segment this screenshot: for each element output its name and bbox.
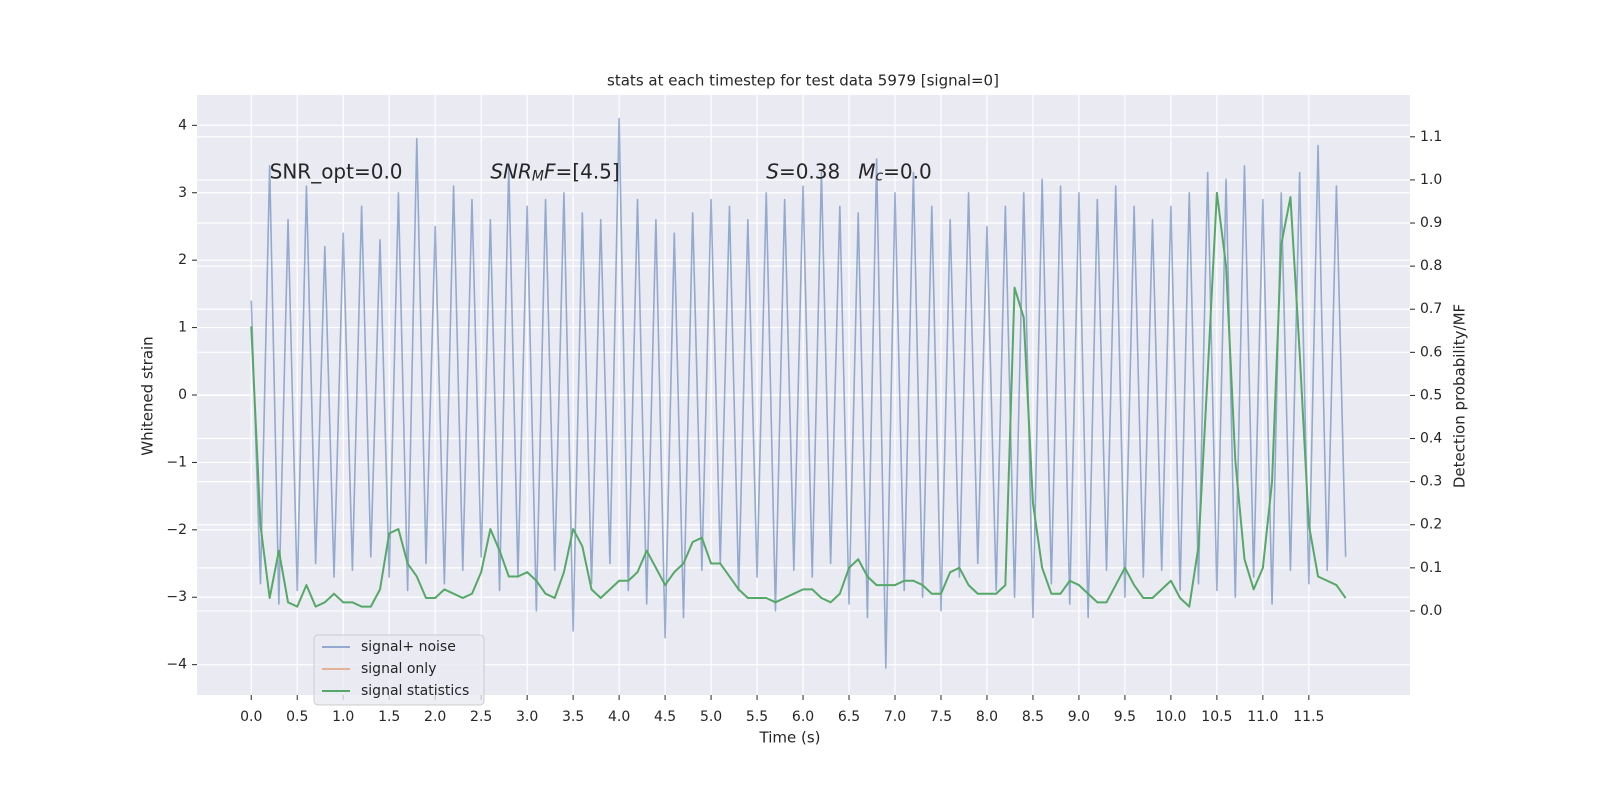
- y-tick-label: 0: [178, 387, 187, 403]
- x-tick-label: 1.5: [378, 709, 400, 725]
- x-tick-label: 1.0: [332, 709, 354, 725]
- annotation: SNRMF=[4.5]: [490, 159, 619, 184]
- x-tick-label: 4.5: [654, 709, 676, 725]
- x-tick-label: 9.0: [1068, 709, 1090, 725]
- y2-tick-label: 0.6: [1420, 344, 1442, 360]
- y-axis-label: Whitened strain: [139, 336, 157, 455]
- x-tick-label: 5.5: [746, 709, 768, 725]
- x-tick-label: 0.5: [286, 709, 308, 725]
- x-tick-label: 6.0: [792, 709, 814, 725]
- y2-tick-label: 1.1: [1420, 129, 1442, 145]
- legend-label: signal only: [361, 661, 436, 677]
- x-tick-label: 11.5: [1293, 709, 1324, 725]
- y2-tick-label: 0.0: [1420, 603, 1442, 619]
- y2-tick-label: 0.3: [1420, 474, 1442, 490]
- chart-title: stats at each timestep for test data 597…: [607, 72, 999, 90]
- annotation-part: M: [858, 159, 875, 183]
- series-line: [250, 191, 1347, 608]
- y2-tick-label: 0.8: [1420, 258, 1442, 274]
- legend-label: signal statistics: [361, 683, 469, 699]
- annotation: SNR_opt=0.0: [270, 159, 403, 183]
- legend: signal+ noise signal only signal statistic…: [313, 634, 485, 706]
- y-tick-label: 3: [178, 185, 187, 201]
- y2-tick-label: 0.1: [1420, 560, 1442, 576]
- y-tick-label: 2: [178, 252, 187, 268]
- annotation-part: F: [544, 159, 556, 183]
- y2-axis-label: Detection probability/MF: [1451, 304, 1469, 488]
- y2-tick-label: 0.2: [1420, 517, 1442, 533]
- x-tick-label: 3.0: [516, 709, 538, 725]
- annotation-part: c: [875, 168, 883, 184]
- x-tick-label: 2.0: [424, 709, 446, 725]
- annotation: Mc=0.0: [858, 159, 932, 184]
- x-tick-label: 2.5: [470, 709, 492, 725]
- y-tick-label: 4: [178, 117, 187, 133]
- x-tick-label: 4.0: [608, 709, 630, 725]
- x-tick-label: 5.0: [700, 709, 722, 725]
- x-tick-label: 6.5: [838, 709, 860, 725]
- y2-tick-label: 1.0: [1420, 172, 1442, 188]
- annotation-part: SNR_opt=0.0: [270, 159, 403, 183]
- annotation-part: M: [532, 168, 544, 184]
- y-tick-label: −1: [166, 454, 187, 470]
- x-tick-label: 8.0: [976, 709, 998, 725]
- x-tick-label: 10.0: [1155, 709, 1186, 725]
- annotation-part: =0.38: [779, 159, 840, 183]
- legend-box: [313, 634, 485, 706]
- x-tick-label: 3.5: [562, 709, 584, 725]
- x-axis-label: Time (s): [759, 729, 821, 747]
- x-tick-label: 0.0: [240, 709, 262, 725]
- y2-tick-label: 0.4: [1420, 431, 1442, 447]
- y-tick-label: −3: [166, 589, 187, 605]
- y-tick-label: −2: [166, 522, 187, 538]
- annotation-part: =[4.5]: [556, 159, 620, 183]
- y-tick-label: −4: [166, 657, 187, 673]
- x-tick-label: 7.0: [884, 709, 906, 725]
- x-tick-label: 10.5: [1201, 709, 1232, 725]
- x-tick-label: 7.5: [930, 709, 952, 725]
- x-tick-label: 9.5: [1114, 709, 1136, 725]
- y2-tick-label: 0.5: [1420, 387, 1442, 403]
- annotation-part: =0.0: [883, 159, 932, 183]
- y2-tick-label: 0.9: [1420, 215, 1442, 231]
- y-tick-label: 1: [178, 320, 187, 336]
- annotation: S=0.38: [766, 159, 840, 183]
- x-tick-label: 11.0: [1247, 709, 1278, 725]
- legend-label: signal+ noise: [361, 639, 456, 655]
- y2-tick-label: 0.7: [1420, 301, 1442, 317]
- annotation-part: S: [766, 159, 779, 183]
- x-tick-label: 8.5: [1022, 709, 1044, 725]
- series-line: [250, 117, 1347, 669]
- annotation-part: SNR: [490, 159, 532, 183]
